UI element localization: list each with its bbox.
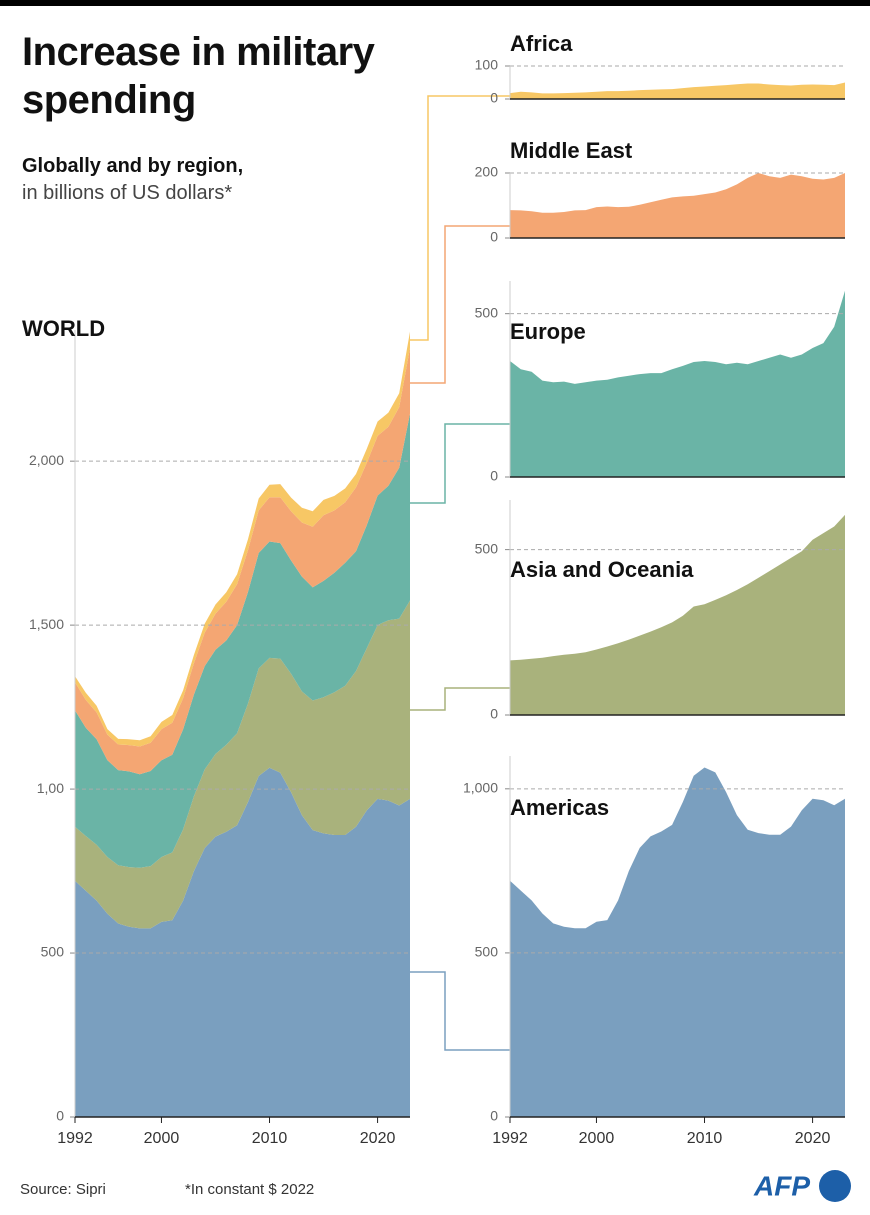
x-tick-label: 1992 — [57, 1130, 93, 1147]
y-tick-label: 500 — [41, 944, 65, 960]
world-label: WORLD — [22, 316, 105, 341]
area — [510, 173, 845, 238]
subtitle: in billions of US dollars* — [22, 182, 233, 204]
y-tick-label: 1,500 — [29, 616, 64, 632]
y-tick-label: 2,000 — [29, 452, 64, 468]
region-title: Asia and Oceania — [510, 557, 694, 582]
y-tick-label: 1,00 — [37, 780, 64, 796]
source: Source: Sipri — [20, 1181, 106, 1198]
connector — [410, 971, 510, 1051]
y-tick-label: 100 — [475, 57, 499, 73]
y-tick-label: 0 — [490, 706, 498, 722]
connector — [410, 225, 510, 384]
area — [510, 767, 845, 1117]
x-tick-label: 2010 — [687, 1130, 723, 1147]
y-tick-label: 500 — [475, 304, 499, 320]
y-tick-label: 200 — [475, 164, 499, 180]
area — [75, 767, 410, 1117]
area — [510, 514, 845, 715]
area — [75, 413, 410, 868]
x-tick-label: 2010 — [252, 1130, 288, 1147]
region-title: Europe — [510, 319, 586, 344]
area — [75, 600, 410, 929]
y-tick-label: 500 — [475, 540, 499, 556]
x-tick-label: 1992 — [492, 1130, 528, 1147]
area — [75, 348, 410, 775]
area — [510, 82, 845, 99]
y-tick-label: 1,000 — [463, 780, 498, 796]
region-title: Americas — [510, 795, 609, 820]
title: Increase in military spending — [22, 30, 375, 122]
connector — [410, 423, 510, 504]
x-tick-label: 2000 — [579, 1130, 615, 1147]
top-bar — [0, 0, 870, 6]
logo-circle — [819, 1170, 851, 1202]
x-tick-label: 2000 — [144, 1130, 180, 1147]
y-tick-label: 0 — [490, 1108, 498, 1124]
logo: AFP — [753, 1170, 810, 1201]
connector — [410, 687, 510, 711]
region-title: Middle East — [510, 138, 633, 163]
x-tick-label: 2020 — [360, 1130, 396, 1147]
y-tick-label: 0 — [490, 90, 498, 106]
connector — [410, 95, 510, 341]
y-tick-label: 0 — [490, 468, 498, 484]
footnote: *In constant $ 2022 — [185, 1181, 314, 1198]
x-tick-label: 2020 — [795, 1130, 831, 1147]
y-tick-label: 0 — [56, 1108, 64, 1124]
connectors — [410, 95, 510, 1051]
area — [510, 290, 845, 477]
y-tick-label: 500 — [475, 944, 499, 960]
region-title: Africa — [510, 31, 573, 56]
y-tick-label: 0 — [490, 229, 498, 245]
subtitle-bold: Globally and by region, — [22, 155, 244, 177]
